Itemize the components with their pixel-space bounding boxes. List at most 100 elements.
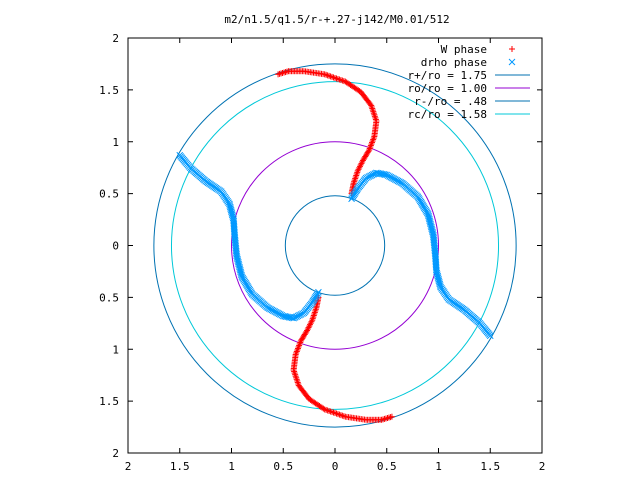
point-0-31: [323, 71, 330, 78]
point-0-104: [359, 157, 366, 164]
y-tick-label-6: 1: [112, 343, 119, 356]
point-1-157: [315, 288, 322, 296]
point-0-159: [339, 412, 346, 419]
point-0-217: [294, 346, 301, 353]
legend-label-3: ro/ro = 1.00: [408, 82, 487, 95]
point-0-90: [369, 138, 376, 145]
x-tick-label-5: 0.5: [377, 460, 397, 473]
legend-label-0: W phase: [441, 43, 487, 56]
legend-marker-1: [508, 58, 516, 66]
point-0-36: [330, 74, 337, 81]
point-0-38: [333, 75, 340, 82]
point-0-220: [296, 342, 303, 349]
point-0-237: [308, 318, 315, 325]
legend-label-1: drho phase: [421, 56, 487, 69]
legend-marker-0: [509, 46, 515, 52]
point-0-222: [297, 339, 304, 346]
point-0-234: [306, 323, 313, 330]
point-0-166: [329, 409, 336, 416]
point-0-91: [369, 139, 376, 146]
point-0-157: [342, 413, 349, 420]
y-tick-label-3: 0.5: [99, 188, 119, 201]
point-0-221: [296, 340, 303, 347]
point-0-66: [367, 101, 374, 108]
point-0-164: [332, 410, 338, 417]
point-0-233: [305, 324, 312, 331]
point-0-40: [336, 76, 343, 83]
point-0-41: [337, 77, 344, 84]
point-0-106: [358, 160, 365, 167]
axis-ticks: 2 1.5 1 0.5 0 0.5 1 1.5 221.510.500.511.52: [99, 32, 545, 473]
y-tick-label-5: 0.5: [99, 291, 119, 304]
point-0-43: [340, 78, 347, 85]
point-0-169: [324, 407, 331, 414]
point-0-193: [296, 383, 303, 390]
point-0-161: [336, 411, 343, 418]
y-tick-label-8: 2: [112, 447, 119, 460]
point-0-162: [334, 411, 341, 418]
point-1-315: [348, 195, 355, 203]
legend-label-4: r-/ro = .48: [414, 95, 487, 108]
x-tick-label-7: 1.5: [480, 460, 500, 473]
y-tick-label-2: 1: [112, 136, 119, 149]
point-0-110: [355, 166, 362, 173]
point-0-87: [371, 133, 378, 140]
point-0-37: [332, 74, 338, 81]
point-0-232: [304, 326, 311, 333]
point-0-108: [356, 163, 363, 170]
y-tick-label-1: 1.5: [99, 84, 119, 97]
point-0-235: [307, 321, 314, 328]
point-0-216: [293, 348, 300, 355]
point-0-107: [357, 161, 364, 168]
legend-label-5: rc/ro = 1.58: [408, 108, 487, 121]
legend-label-2: r+/ro = 1.75: [408, 69, 487, 82]
point-0-231: [304, 327, 311, 334]
y-tick-label-7: 1.5: [99, 395, 119, 408]
point-0-30: [321, 71, 328, 78]
point-0-34: [327, 73, 334, 80]
point-0-214: [292, 351, 299, 358]
point-0-88: [370, 135, 377, 142]
point-0-236: [307, 320, 314, 327]
point-0-33: [326, 72, 333, 79]
circle-1: [231, 141, 439, 350]
x-tick-label-1: 1.5: [170, 460, 190, 473]
point-0-35: [329, 73, 336, 80]
point-0-42: [339, 77, 346, 84]
point-0-219: [295, 343, 302, 350]
point-0-170: [323, 406, 330, 413]
circle-2: [284, 195, 386, 296]
point-0-158: [340, 413, 347, 420]
point-0-109: [356, 164, 363, 171]
reference-circles: [153, 63, 517, 428]
x-tick-label-4: 0: [332, 460, 339, 473]
x-tick-label-6: 1: [435, 460, 442, 473]
x-tick-label-3: 0.5: [273, 460, 293, 473]
point-0-89: [370, 136, 377, 143]
circle-0: [153, 63, 517, 428]
point-0-93: [367, 142, 374, 149]
point-0-105: [359, 158, 366, 165]
chart-title: m2/n1.5/q1.5/r-+.27-j142/M0.01/512: [224, 13, 449, 26]
x-tick-label-8: 2: [539, 460, 546, 473]
point-0-94: [367, 144, 374, 151]
point-0-215: [293, 349, 300, 356]
point-0-160: [337, 412, 344, 419]
point-0-218: [294, 345, 301, 352]
point-0-32: [324, 72, 331, 79]
y-tick-label-4: 0: [112, 240, 119, 253]
x-tick-label-0: 2: [125, 460, 132, 473]
circle-3: [170, 81, 500, 410]
point-0-95: [366, 145, 373, 152]
y-tick-label-0: 2: [112, 32, 119, 45]
point-0-165: [330, 409, 337, 416]
point-0-167: [327, 408, 334, 415]
x-tick-label-2: 1: [228, 460, 235, 473]
point-0-168: [326, 407, 333, 414]
data-points: [176, 68, 494, 423]
point-0-163: [333, 410, 340, 417]
point-0-39: [334, 75, 341, 82]
